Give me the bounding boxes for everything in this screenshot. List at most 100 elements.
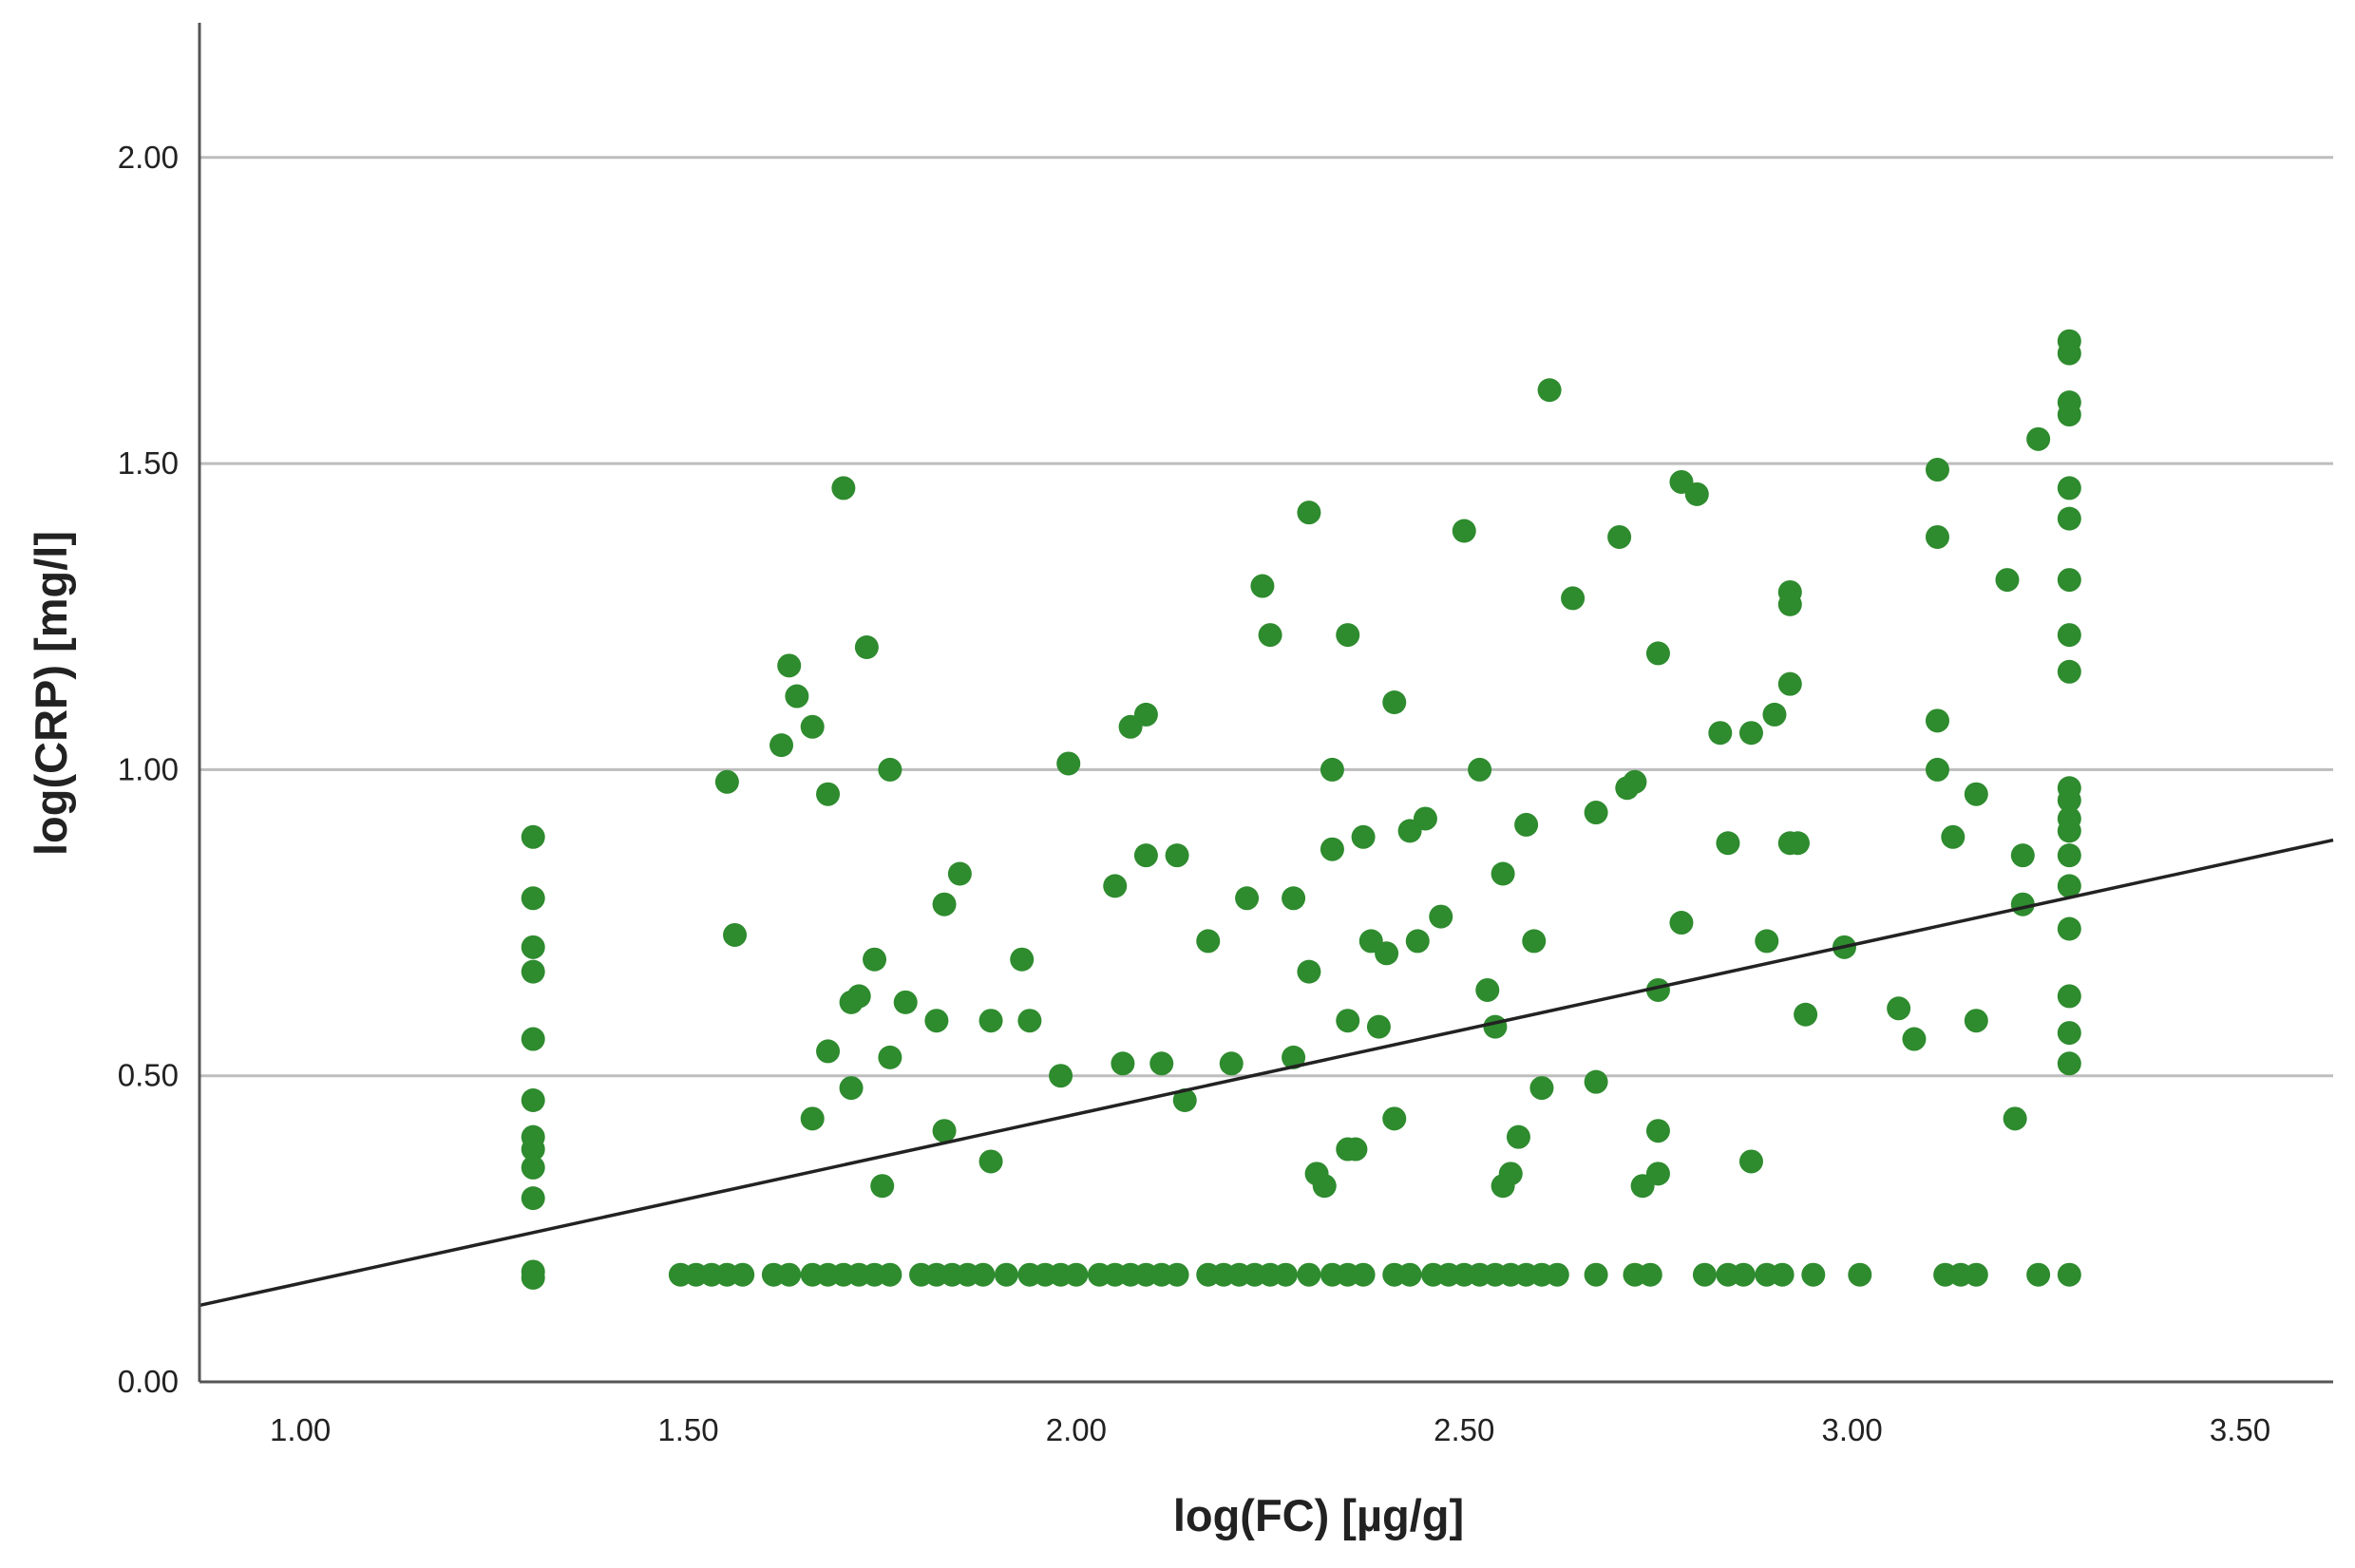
data-point [1429,904,1453,929]
data-point [2010,843,2035,868]
data-point [947,861,972,886]
y-tick-label: 1.50 [118,445,179,481]
data-point [521,1087,545,1112]
data-point [1196,929,1221,954]
data-point [1770,1262,1795,1287]
data-point [1312,1174,1337,1199]
data-point [816,1039,841,1064]
data-point [2026,426,2051,451]
data-point [2057,476,2081,501]
y-tick-label: 1.00 [118,751,179,786]
data-point [1149,1051,1174,1076]
data-point [1716,831,1740,856]
data-point [2057,341,2081,366]
data-point [1397,1262,1422,1287]
data-point [1056,751,1081,776]
data-point [1165,1262,1189,1287]
data-point [1964,1262,1988,1287]
data-point [1297,959,1321,984]
data-point [769,733,794,758]
data-point [2057,506,2081,531]
data-point [521,886,545,911]
data-point [1887,996,1911,1021]
data-point [1165,843,1189,868]
y-tick-label: 2.00 [118,140,179,175]
data-point [521,1186,545,1211]
data-point [2057,843,2081,868]
data-point [2057,916,2081,941]
data-point [1250,574,1275,598]
x-tick-label: 2.50 [1434,1412,1494,1447]
axes [198,23,2333,1384]
data-point [846,984,871,1009]
data-point [1375,941,1399,966]
data-point [2057,1051,2081,1076]
data-point [1351,824,1376,849]
x-tick-label: 1.50 [657,1412,718,1447]
data-point [2057,623,2081,648]
data-point [870,1174,895,1199]
data-point [1584,801,1608,825]
data-point [1133,843,1158,868]
data-point [1235,886,1260,911]
data-point [1172,1087,1197,1112]
data-point [1777,579,1802,604]
data-point [1638,1262,1662,1287]
data-point [2057,403,2081,427]
data-point [521,1155,545,1180]
data-point [1366,1014,1391,1039]
data-point [2057,1262,2081,1287]
data-point [878,1262,902,1287]
data-point [1111,1051,1135,1076]
data-point [1273,1262,1298,1287]
data-point [521,1027,545,1051]
data-point [1514,812,1539,837]
data-point [1320,837,1344,861]
x-tick-label: 3.00 [1822,1412,1883,1447]
x-tick-label: 1.00 [270,1412,331,1447]
y-tick-label: 0.50 [118,1058,179,1093]
data-point [1925,524,1949,549]
data-point [1941,824,1966,849]
data-point [1731,1262,1756,1287]
data-point [1468,757,1492,782]
data-point [2026,1262,2051,1287]
data-point [1382,690,1407,714]
data-point [777,1262,802,1287]
grid-lines [199,156,2333,1078]
data-point [1669,911,1694,935]
data-point [723,922,748,947]
data-point [1413,806,1437,831]
data-point [1964,782,1988,806]
data-point [2057,659,2081,684]
data-point [1297,501,1321,525]
fit-line [199,838,2334,1308]
data-point [1282,1045,1306,1069]
data-point [1219,1051,1244,1076]
data-point [1785,831,1810,856]
data-point [1645,1162,1670,1186]
data-point [731,1262,755,1287]
data-point [1258,623,1282,648]
tick-labels: 0.00 0.50 1.00 1.50 2.00 1.00 1.50 2.00 2.50 3.00… [118,140,2270,1447]
data-point [521,1137,545,1162]
data-point [1452,519,1476,543]
data-point [816,782,841,806]
data-point [1561,586,1586,611]
data-point [521,935,545,959]
data-point [1925,757,1949,782]
data-point [800,1106,825,1131]
data-point [978,1009,1003,1033]
data-point [878,1045,902,1069]
data-point [1623,769,1647,794]
data-point [971,1262,996,1287]
data-point [932,1119,957,1143]
data-point [800,714,825,739]
data-point [1902,1027,1927,1051]
data-point [1645,641,1670,666]
data-point [1645,977,1670,1002]
x-tick-label: 3.50 [2210,1412,2270,1447]
data-point [2003,1106,2027,1131]
